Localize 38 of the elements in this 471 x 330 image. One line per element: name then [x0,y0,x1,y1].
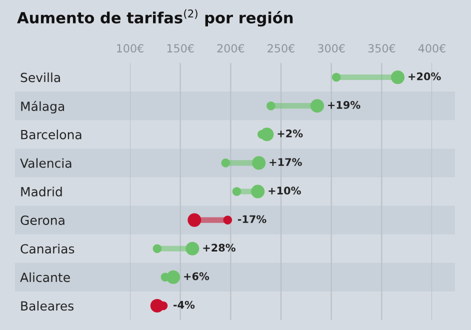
point [332,72,341,82]
y-tick-label: Málaga [21,100,64,114]
x-tick-label: 200€ [217,44,244,53]
point [223,216,232,224]
x-tick-label: 150€ [167,44,194,53]
y-tick-label: Alicante [20,272,70,282]
y-tick-label: Barcelona [21,130,82,140]
annotation: +2% [278,130,303,138]
point [251,184,265,198]
point [186,242,200,256]
x-tick-label: 300€ [318,44,345,53]
point [152,244,162,254]
y-tick-label: Canarias [20,244,74,254]
x-tick-label: 100€ [117,44,144,53]
x-tick-label: 250€ [268,44,294,53]
annotation: +28% [203,244,236,252]
point [232,187,242,196]
annotation: -17% [238,215,266,224]
annotation: +17% [270,158,302,166]
annotation: -4% [174,300,195,309]
point [310,99,324,113]
annotation: +19% [328,100,360,109]
y-tick-label: Sevilla [20,72,60,82]
y-tick-label: Valencia [20,158,72,168]
point [221,158,230,168]
annotation: +20% [408,72,441,80]
y-tick-label: Gerona [20,216,64,225]
x-tick-label: 350€ [368,44,396,53]
annotation: +10% [268,186,301,195]
point [391,70,405,84]
y-tick-label: Baleares [21,300,74,311]
annotation: +6% [184,272,210,280]
point [252,156,266,170]
x-tick-label: 400€ [418,44,446,53]
point [188,213,202,227]
point [266,101,276,110]
chart-title: Aumento de tarifas$^{(2)}$ por región [17,9,293,27]
y-tick-label: Madrid [21,186,62,196]
